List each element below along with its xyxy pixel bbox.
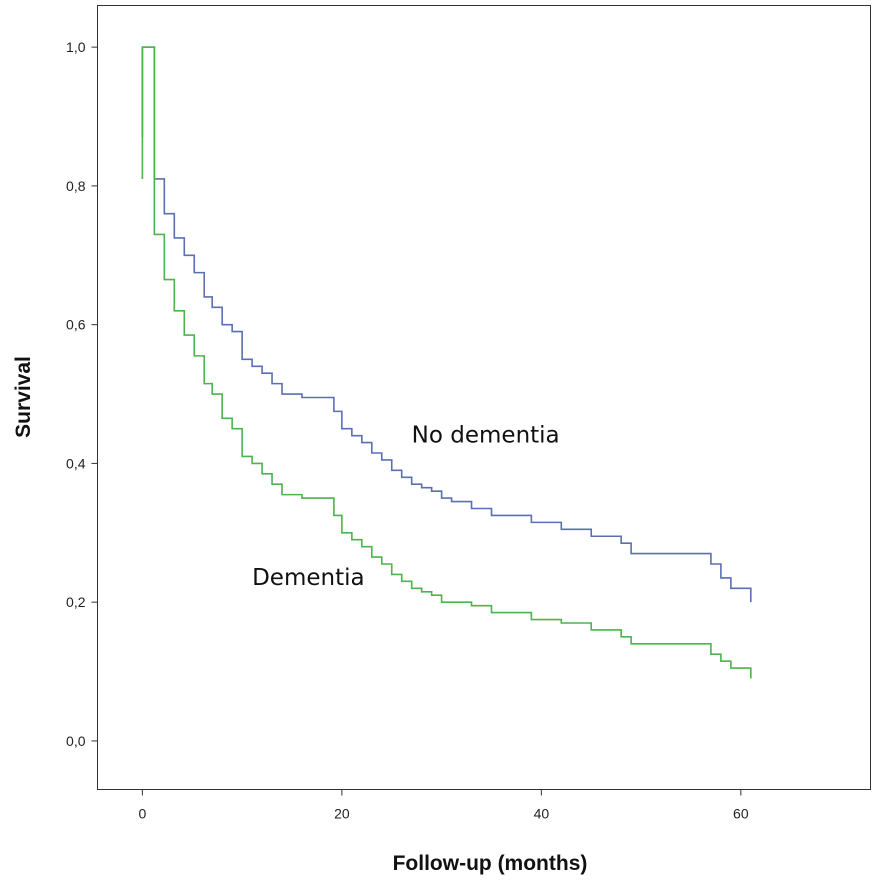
annotation-label: Dementia — [252, 565, 365, 591]
survival-curves — [141, 46, 752, 679]
x-axis-ticks: 0 20 40 60 — [138, 789, 749, 822]
series-line-dementia — [141, 46, 752, 679]
plot-frame — [97, 5, 871, 790]
y-tick-label: 0,8 — [66, 178, 86, 194]
x-tick-label: 0 — [138, 806, 146, 822]
y-tick-label: 0,4 — [66, 455, 86, 471]
y-tick-label: 0,0 — [66, 733, 86, 749]
annotation-label: No dementia — [412, 423, 560, 449]
x-tick-label: 20 — [334, 806, 350, 822]
y-tick-label: 0,6 — [66, 317, 86, 333]
y-axis-ticks: 0,0 0,2 0,4 0,6 0,8 1,0 — [66, 39, 98, 749]
y-tick-label: 0,2 — [66, 594, 86, 610]
series-line-no-dementia — [141, 46, 752, 603]
y-tick-label: 1,0 — [66, 39, 86, 55]
x-axis-title: Follow-up (months) — [393, 852, 588, 875]
x-tick-label: 40 — [534, 806, 550, 822]
curve-annotations: No dementia Dementia — [252, 423, 560, 591]
x-tick-label: 60 — [733, 806, 749, 822]
y-axis-title: Survival — [12, 356, 35, 438]
